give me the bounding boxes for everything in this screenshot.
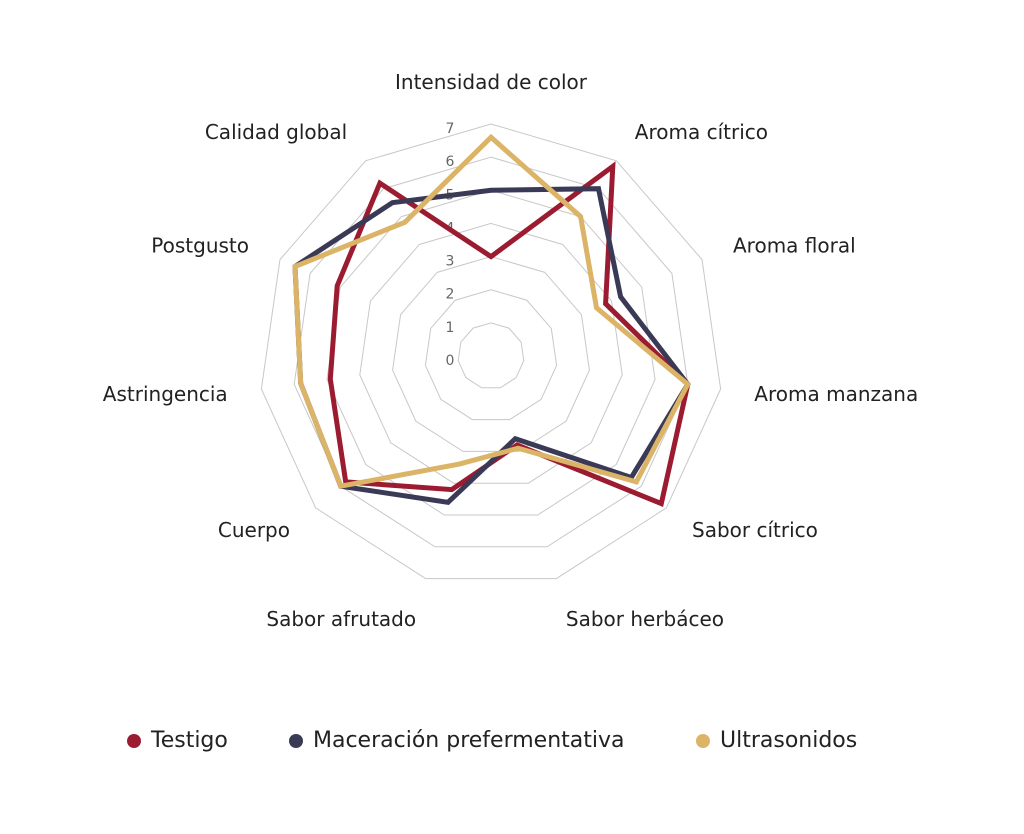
series-line-ultrasonidos (292, 133, 691, 490)
radar-grid (260, 123, 722, 580)
axis-label: Cuerpo (218, 518, 290, 542)
legend: Testigo Maceración prefermentativa Ultra… (0, 728, 1024, 764)
series-line-maceracion (292, 186, 691, 505)
grid-ring (260, 123, 722, 580)
legend-label-maceracion: Maceración prefermentativa (313, 728, 625, 753)
axis-label: Aroma cítrico (635, 120, 768, 144)
tick-label: 2 (446, 287, 455, 303)
legend-item-maceracion: Maceración prefermentativa (289, 728, 624, 753)
grid-ring (359, 222, 623, 484)
axis-label: Sabor herbáceo (566, 607, 724, 631)
tick-label: 0 (446, 353, 455, 369)
legend-marker-ultrasonidos (696, 733, 710, 748)
axis-label: Sabor cítrico (692, 518, 818, 542)
tick-label: 1 (446, 320, 455, 336)
axis-label: Aroma floral (733, 234, 856, 258)
legend-item-ultrasonidos: Ultrasonidos (696, 728, 857, 753)
grid-ring (326, 189, 656, 516)
axis-labels: Intensidad de color Aroma cítrico Aroma fl… (103, 70, 918, 631)
axis-label: Calidad global (205, 120, 347, 144)
legend-label-testigo: Testigo (151, 728, 228, 753)
tick-label: 7 (446, 121, 455, 137)
grid-ring (424, 289, 558, 421)
grid-ring (392, 256, 590, 452)
axis-label: Astringencia (103, 382, 228, 406)
grid-ring (457, 322, 525, 389)
grid-ring (293, 156, 689, 548)
legend-item-testigo: Testigo (127, 728, 228, 753)
axis-label: Postgusto (151, 234, 249, 258)
axis-label: Sabor afrutado (266, 607, 416, 631)
legend-marker-maceracion (289, 733, 303, 748)
axis-label: Intensidad de color (395, 70, 588, 94)
legend-marker-testigo (127, 733, 141, 748)
legend-label-ultrasonidos: Ultrasonidos (720, 728, 858, 753)
tick-label: 3 (446, 254, 455, 270)
tick-label: 6 (446, 154, 455, 170)
axis-label: Aroma manzana (754, 382, 918, 406)
series-lines (292, 133, 691, 508)
